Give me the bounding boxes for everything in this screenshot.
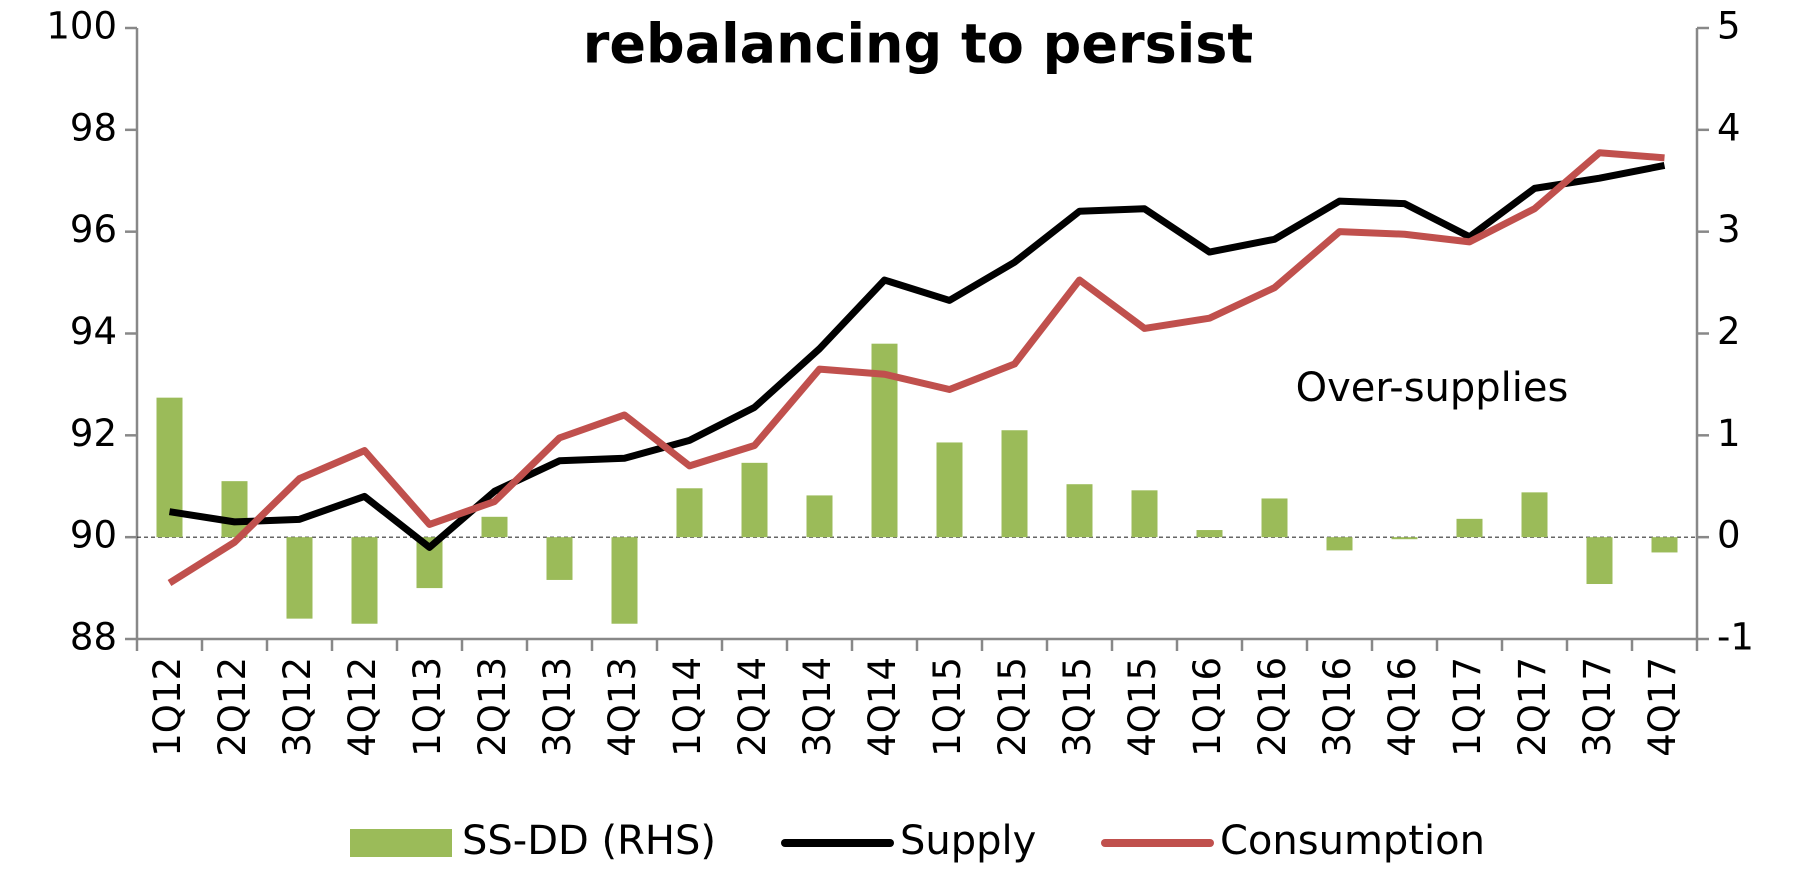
y2-tick-label: -1 [1717,616,1754,659]
x-tick-label: 1Q15 [926,657,969,757]
bar [221,481,248,538]
y-tick-label: 98 [70,106,117,149]
line [168,162,1666,551]
bar [1586,537,1613,585]
bar [1261,498,1288,538]
legend-label: Supply [900,818,1036,864]
y-tick-label: 96 [70,208,117,251]
x-tick-label: 1Q12 [146,657,189,757]
y-tick-label: 90 [70,514,117,557]
y-tick-label: 88 [70,616,117,659]
y2-tick-label: 1 [1717,412,1741,455]
bar [1326,537,1353,551]
x-tick-label: 4Q16 [1381,657,1424,757]
x-tick-label: 3Q12 [276,657,319,757]
x-tick-label: 4Q12 [341,657,384,757]
bar [936,442,963,538]
y-tick-label: 92 [70,412,117,455]
y2-tick-label: 0 [1717,514,1741,557]
bar [1196,530,1223,538]
x-tick-label: 1Q16 [1186,657,1229,757]
x-tick-label: 4Q14 [861,657,904,757]
bar [1456,518,1483,538]
annotation: Over-supplies [1296,365,1569,411]
y2-tick-label: 5 [1717,5,1741,48]
line [167,149,1665,586]
bar [1651,537,1678,553]
bar [1521,492,1548,538]
x-tick-label: 2Q13 [471,657,514,757]
bar [481,516,508,538]
bar [546,537,573,580]
legend-label: Consumption [1220,818,1485,864]
y2-tick-label: 4 [1717,106,1741,149]
x-tick-label: 2Q17 [1511,657,1554,757]
bar [741,462,768,538]
chart-title: rebalancing to persist [583,13,1253,76]
legend-label: SS-DD (RHS) [462,818,716,864]
y-tick-label: 94 [70,310,117,353]
bar [286,537,313,619]
bar [1066,484,1093,538]
x-tick-label: 3Q14 [796,657,839,757]
x-tick-label: 4Q17 [1641,657,1684,757]
x-tick-label: 1Q14 [666,657,709,757]
bar [611,537,638,624]
x-tick-label: 3Q16 [1316,657,1359,757]
y2-tick-label: 2 [1717,310,1741,353]
x-tick-label: 2Q14 [731,657,774,757]
x-tick-label: 3Q17 [1576,657,1619,757]
x-tick-label: 4Q15 [1121,657,1164,757]
x-tick-label: 1Q13 [406,657,449,757]
bar [676,488,703,538]
x-tick-label: 2Q16 [1251,657,1294,757]
legend-swatch [350,829,452,857]
bar [1001,430,1028,538]
x-tick-label: 3Q15 [1056,657,1099,757]
y2-tick-label: 3 [1717,208,1741,251]
x-tick-label: 2Q15 [991,657,1034,757]
y-tick-label: 100 [46,5,117,48]
bar [1391,537,1418,540]
x-tick-label: 1Q17 [1446,657,1489,757]
bar [351,537,378,624]
bar [1131,490,1158,538]
x-tick-label: 4Q13 [601,657,644,757]
x-tick-label: 3Q13 [536,657,579,757]
bar [806,495,833,538]
x-tick-label: 2Q12 [211,657,254,757]
